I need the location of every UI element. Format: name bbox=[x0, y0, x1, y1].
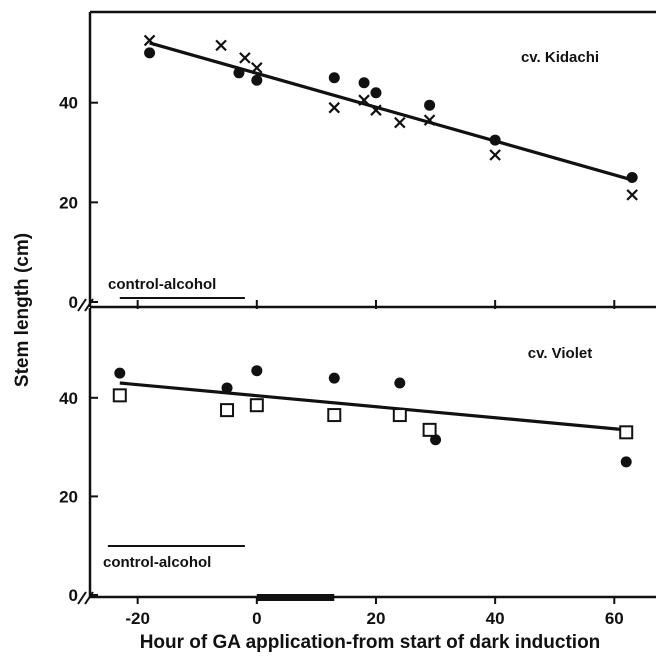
kidachi-circle-point bbox=[251, 74, 263, 86]
violet-square-point bbox=[112, 388, 127, 403]
kidachi-cross-point bbox=[489, 149, 501, 161]
violet-square-point bbox=[392, 408, 407, 423]
x-tick-label: -20 bbox=[125, 609, 150, 628]
violet-circle-point bbox=[620, 456, 632, 468]
violet-square-point bbox=[249, 398, 264, 413]
kidachi-cross-point bbox=[215, 39, 227, 52]
kidachi-cross-point bbox=[370, 104, 382, 116]
kidachi-y-tick-label: 20 bbox=[59, 193, 78, 212]
violet-square-point bbox=[422, 422, 437, 437]
x-tick-label: 0 bbox=[252, 609, 261, 628]
y-axis-title: Stem length (cm) bbox=[12, 233, 33, 387]
kidachi-cross-point bbox=[143, 34, 156, 47]
violet-square-point bbox=[327, 408, 342, 423]
kidachi-cross-point bbox=[626, 189, 638, 201]
violet-fit-line bbox=[119, 381, 627, 432]
violet-axis-break bbox=[84, 591, 94, 605]
violet-panel-label: cv. Violet bbox=[528, 345, 592, 362]
dark-induction-bar bbox=[256, 594, 335, 601]
x-tick-label: 20 bbox=[367, 609, 386, 628]
kidachi-circle-point bbox=[489, 134, 501, 146]
violet-circle-point bbox=[251, 365, 263, 377]
kidachi-y-tick-label: 0 bbox=[69, 293, 78, 312]
kidachi-circle-point bbox=[144, 47, 156, 59]
kidachi-circle-point bbox=[328, 72, 340, 84]
kidachi-cross-point bbox=[239, 52, 251, 64]
violet-circle-point bbox=[430, 434, 442, 446]
kidachi-circle-point bbox=[358, 77, 370, 89]
kidachi-axis-break bbox=[77, 298, 87, 312]
violet-circle-point bbox=[394, 377, 406, 389]
violet-panel: 0 20 40 cv. Violet control-alcohol bbox=[59, 308, 656, 605]
kidachi-cross-point bbox=[423, 114, 436, 126]
violet-circle-point bbox=[114, 367, 126, 379]
x-tick-label: 60 bbox=[605, 609, 624, 628]
x-tick-label: 40 bbox=[486, 609, 505, 628]
kidachi-fit-line bbox=[149, 41, 633, 182]
violet-circle-point bbox=[328, 372, 340, 384]
kidachi-panel-label: cv. Kidachi bbox=[521, 49, 599, 66]
kidachi-axis-break bbox=[84, 298, 94, 312]
violet-square-point bbox=[220, 403, 235, 418]
kidachi-y-tick-label: 40 bbox=[59, 94, 78, 113]
kidachi-circle-point bbox=[370, 87, 382, 99]
kidachi-cross-point bbox=[328, 101, 341, 114]
kidachi-panel: 0 20 40 cv. Kidachi control-alcohol bbox=[59, 10, 656, 312]
kidachi-circle-point bbox=[626, 171, 638, 183]
violet-axis-break bbox=[77, 591, 87, 605]
kidachi-circle-point bbox=[424, 99, 436, 111]
x-axis: -20 0 20 40 60 bbox=[125, 300, 624, 628]
violet-y-tick-label: 20 bbox=[59, 487, 78, 506]
violet-circle-point bbox=[221, 382, 233, 394]
kidachi-control-label: control-alcohol bbox=[108, 276, 216, 293]
kidachi-cross-point bbox=[251, 62, 263, 74]
violet-control-label: control-alcohol bbox=[103, 554, 211, 571]
kidachi-cross-point bbox=[358, 94, 370, 106]
violet-y-tick-label: 0 bbox=[69, 586, 78, 605]
violet-square-point bbox=[619, 425, 634, 440]
kidachi-circle-point bbox=[233, 67, 245, 79]
x-axis-title: Hour of GA application-from start of dar… bbox=[140, 632, 601, 653]
kidachi-cross-point bbox=[394, 116, 406, 129]
violet-y-tick-label: 40 bbox=[59, 389, 78, 408]
